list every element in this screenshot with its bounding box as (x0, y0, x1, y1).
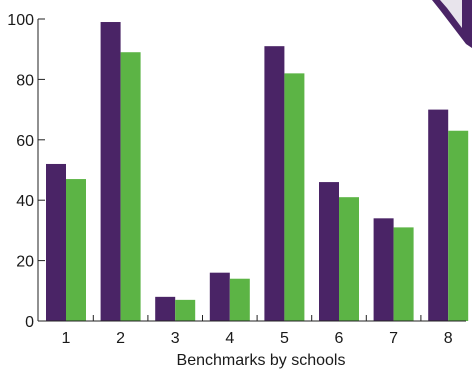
bar-series-2 (120, 52, 141, 321)
bar-series-2 (229, 278, 250, 321)
x-tick-label: 1 (62, 330, 71, 347)
bar-series-2 (448, 130, 469, 321)
x-tick-label: 3 (171, 330, 180, 347)
bar-series-2 (175, 299, 196, 321)
y-ticks-group: 0 20 40 60 80 100 (7, 12, 45, 331)
y-tick-label: 20 (16, 254, 34, 271)
y-tick-label: 80 (16, 72, 34, 89)
bar-series-1 (264, 46, 285, 322)
bar-series-2 (339, 197, 359, 321)
x-axis-title: Benchmarks by schools (177, 352, 346, 369)
bar-series-1 (100, 22, 121, 322)
x-tick-label: 7 (389, 330, 398, 347)
y-tick-label: 60 (16, 133, 34, 150)
bar-series-2 (284, 73, 305, 321)
y-tick-label: 0 (25, 314, 34, 331)
x-ticks-group: 1 2 3 4 5 6 7 8 (62, 315, 453, 347)
bar-series-2 (66, 179, 86, 321)
bar-series-1 (319, 182, 339, 321)
corner-decoration-icon (432, 0, 472, 48)
y-tick-label: 100 (7, 12, 34, 29)
x-tick-label: 6 (335, 330, 344, 347)
x-tick-label: 5 (280, 330, 289, 347)
bar-series-1 (155, 296, 176, 321)
axes-group (37, 19, 466, 322)
bar-series-1 (209, 272, 230, 321)
x-tick-label: 2 (116, 330, 125, 347)
bar-series-1 (428, 109, 449, 321)
bar-series-1 (46, 163, 66, 321)
y-tick-label: 40 (16, 193, 34, 210)
x-tick-label: 4 (225, 330, 234, 347)
bars-group (46, 22, 469, 322)
bar-series-2 (393, 227, 414, 321)
bar-series-1 (373, 218, 394, 321)
x-tick-label: 8 (444, 330, 453, 347)
